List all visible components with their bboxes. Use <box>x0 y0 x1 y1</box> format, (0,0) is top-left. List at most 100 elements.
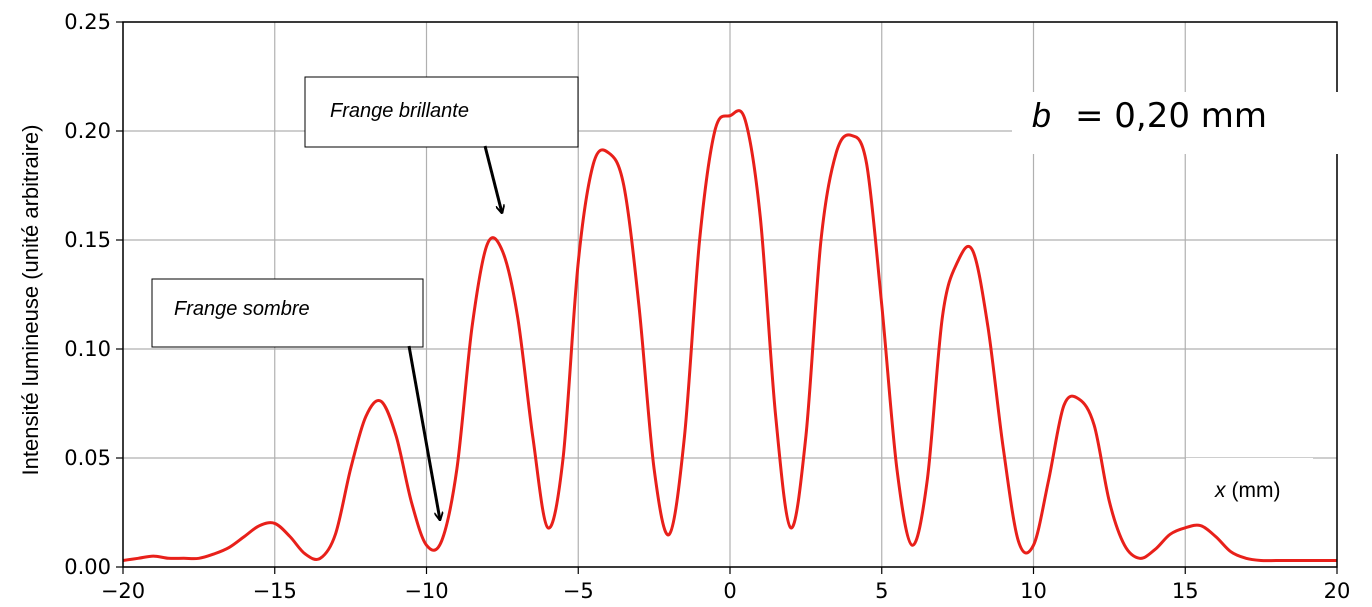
data-point <box>319 557 322 560</box>
data-point <box>1245 557 1247 560</box>
data-point <box>289 535 291 538</box>
data-point <box>1047 479 1050 481</box>
data-point <box>714 130 716 132</box>
data-point <box>1184 526 1187 529</box>
annotation-dark-text: Frange sombre <box>174 298 310 320</box>
data-point <box>213 553 215 555</box>
data-point <box>1017 540 1020 542</box>
data-point <box>1108 500 1111 503</box>
y-axis-label: Intensité lumineuse (unité arbitraire) <box>18 125 43 476</box>
data-point <box>1138 557 1141 560</box>
data-point <box>1290 559 1293 562</box>
data-point <box>805 435 807 438</box>
data-point <box>501 250 504 252</box>
data-point <box>1305 559 1308 562</box>
x-unit-background <box>1186 458 1313 520</box>
data-point <box>1078 398 1080 400</box>
data-point <box>1123 544 1126 546</box>
data-point <box>683 435 686 438</box>
data-point <box>243 535 246 538</box>
y-tick-label: 0.20 <box>64 119 111 143</box>
y-tick-label: 0.25 <box>64 10 111 34</box>
data-point <box>744 119 746 121</box>
data-point <box>774 413 777 416</box>
data-point <box>972 250 974 252</box>
x-axis-unit-label: x (mm) <box>1214 479 1280 502</box>
data-point <box>880 304 883 307</box>
data-point <box>380 400 382 403</box>
data-point <box>531 435 534 438</box>
x-tick-label: 20 <box>1324 579 1351 603</box>
data-point <box>152 555 155 557</box>
x-tick-label: −10 <box>404 579 448 603</box>
data-point <box>1063 404 1065 407</box>
annotation-dark-fringe: Frange sombre <box>151 278 440 520</box>
data-point <box>820 239 822 241</box>
data-point <box>896 468 898 470</box>
data-point <box>668 533 671 536</box>
data-point <box>941 315 944 318</box>
data-point <box>622 184 625 187</box>
data-point <box>835 152 838 154</box>
data-point <box>926 479 929 481</box>
data-point <box>1154 548 1156 551</box>
data-point <box>1321 559 1323 562</box>
data-point <box>577 261 580 263</box>
data-point <box>698 239 701 241</box>
data-point <box>1032 544 1035 546</box>
data-point <box>759 217 762 219</box>
data-point <box>365 415 367 418</box>
data-point <box>182 557 185 560</box>
data-point <box>592 162 595 165</box>
data-point <box>1275 559 1278 562</box>
data-point <box>304 553 306 555</box>
data-point <box>911 544 913 546</box>
data-point <box>547 526 549 529</box>
data-point <box>167 557 170 560</box>
parameter-value: = 0,20 mm <box>1075 96 1267 136</box>
data-point <box>440 540 443 542</box>
annotation-bright-arrow <box>483 145 502 213</box>
y-axis-ticks: 0.00 0.05 0.10 0.15 0.20 0.25 <box>64 10 123 579</box>
data-point <box>789 526 792 529</box>
y-tick-label: 0.15 <box>64 228 111 252</box>
data-point <box>607 152 610 154</box>
y-tick-label: 0.05 <box>64 446 111 470</box>
data-point <box>987 326 989 329</box>
parameter-background <box>1012 92 1342 154</box>
data-point <box>486 243 489 246</box>
data-point <box>471 326 473 329</box>
data-point <box>258 524 261 527</box>
data-point <box>1002 446 1004 448</box>
x-tick-label: −20 <box>101 579 145 603</box>
data-point <box>410 500 413 503</box>
data-point <box>198 557 200 560</box>
data-point <box>1169 533 1171 536</box>
x-tick-label: −15 <box>253 579 297 603</box>
data-point <box>865 162 868 165</box>
data-point <box>456 468 458 470</box>
data-point <box>273 522 276 525</box>
annotation-dark-arrow <box>407 345 440 520</box>
x-tick-label: 0 <box>723 579 736 603</box>
data-point <box>850 134 853 137</box>
data-point <box>1229 550 1232 553</box>
data-point <box>349 468 352 470</box>
data-point <box>729 114 731 117</box>
annotation-bright-box <box>304 76 579 148</box>
data-point <box>562 457 564 459</box>
data-point <box>425 544 428 546</box>
annotation-dark-box <box>151 278 424 348</box>
data-point <box>1199 524 1202 527</box>
data-point <box>1260 559 1262 562</box>
data-point <box>137 557 139 560</box>
x-tick-label: 5 <box>875 579 888 603</box>
y-tick-label: 0.00 <box>64 555 111 579</box>
data-point <box>1093 424 1095 427</box>
data-point <box>638 304 640 307</box>
x-tick-label: −5 <box>563 579 594 603</box>
data-point <box>516 315 519 318</box>
data-point <box>334 533 337 536</box>
annotation-bright-fringe: Frange brillante <box>304 76 579 213</box>
